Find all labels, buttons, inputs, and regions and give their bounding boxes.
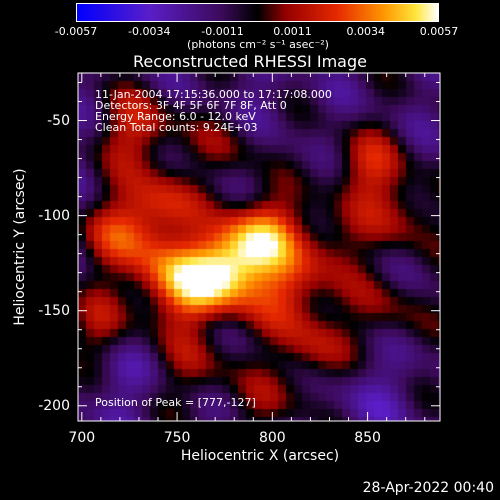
x-axis-label: Heliocentric X (arcsec): [180, 448, 340, 464]
x-tick-label: 700: [68, 430, 96, 446]
annotation-line: Clean Total counts: 9.24E+03: [95, 121, 258, 134]
annotation-line: Detectors: 3F 4F 5F 6F 7F 8F, Att 0: [95, 99, 287, 112]
colorbar-tick-label: -0.0034: [128, 25, 171, 38]
timestamp-footer: 28-Apr-2022 00:40: [362, 480, 494, 496]
peak-position-label: Position of Peak = [777,-127]: [95, 396, 256, 409]
colorbar-units: (photons cm⁻² s⁻¹ asec⁻²): [187, 38, 329, 51]
plot-frame: [77, 72, 441, 422]
y-tick-label: -150: [38, 302, 70, 319]
chart-title: Reconstructed RHESSI Image: [133, 52, 367, 71]
colorbar-tick-label: -0.0011: [201, 25, 244, 38]
y-axis-label: Heliocentric Y (arcsec): [12, 168, 28, 326]
colorbar: [76, 3, 439, 22]
x-tick-label: 850: [354, 430, 381, 446]
y-tick-label: -50: [47, 112, 70, 129]
x-tick-label: 750: [163, 430, 191, 446]
colorbar-tick-label: 0.0057: [419, 25, 459, 38]
colorbar-tick-label: -0.0057: [54, 25, 98, 38]
y-tick-label: -200: [38, 397, 70, 414]
annotation-line: 11-Jan-2004 17:15:36.000 to 17:17:08.000: [95, 88, 332, 101]
colorbar-tick-label: 0.0034: [346, 25, 386, 38]
y-tick-label: -100: [38, 207, 70, 224]
x-tick-label: 800: [258, 430, 286, 446]
annotation-line: Energy Range: 6.0 - 12.0 keV: [95, 110, 256, 123]
colorbar-tick-label: 0.0011: [273, 25, 312, 38]
heatmap-image: [78, 73, 440, 421]
